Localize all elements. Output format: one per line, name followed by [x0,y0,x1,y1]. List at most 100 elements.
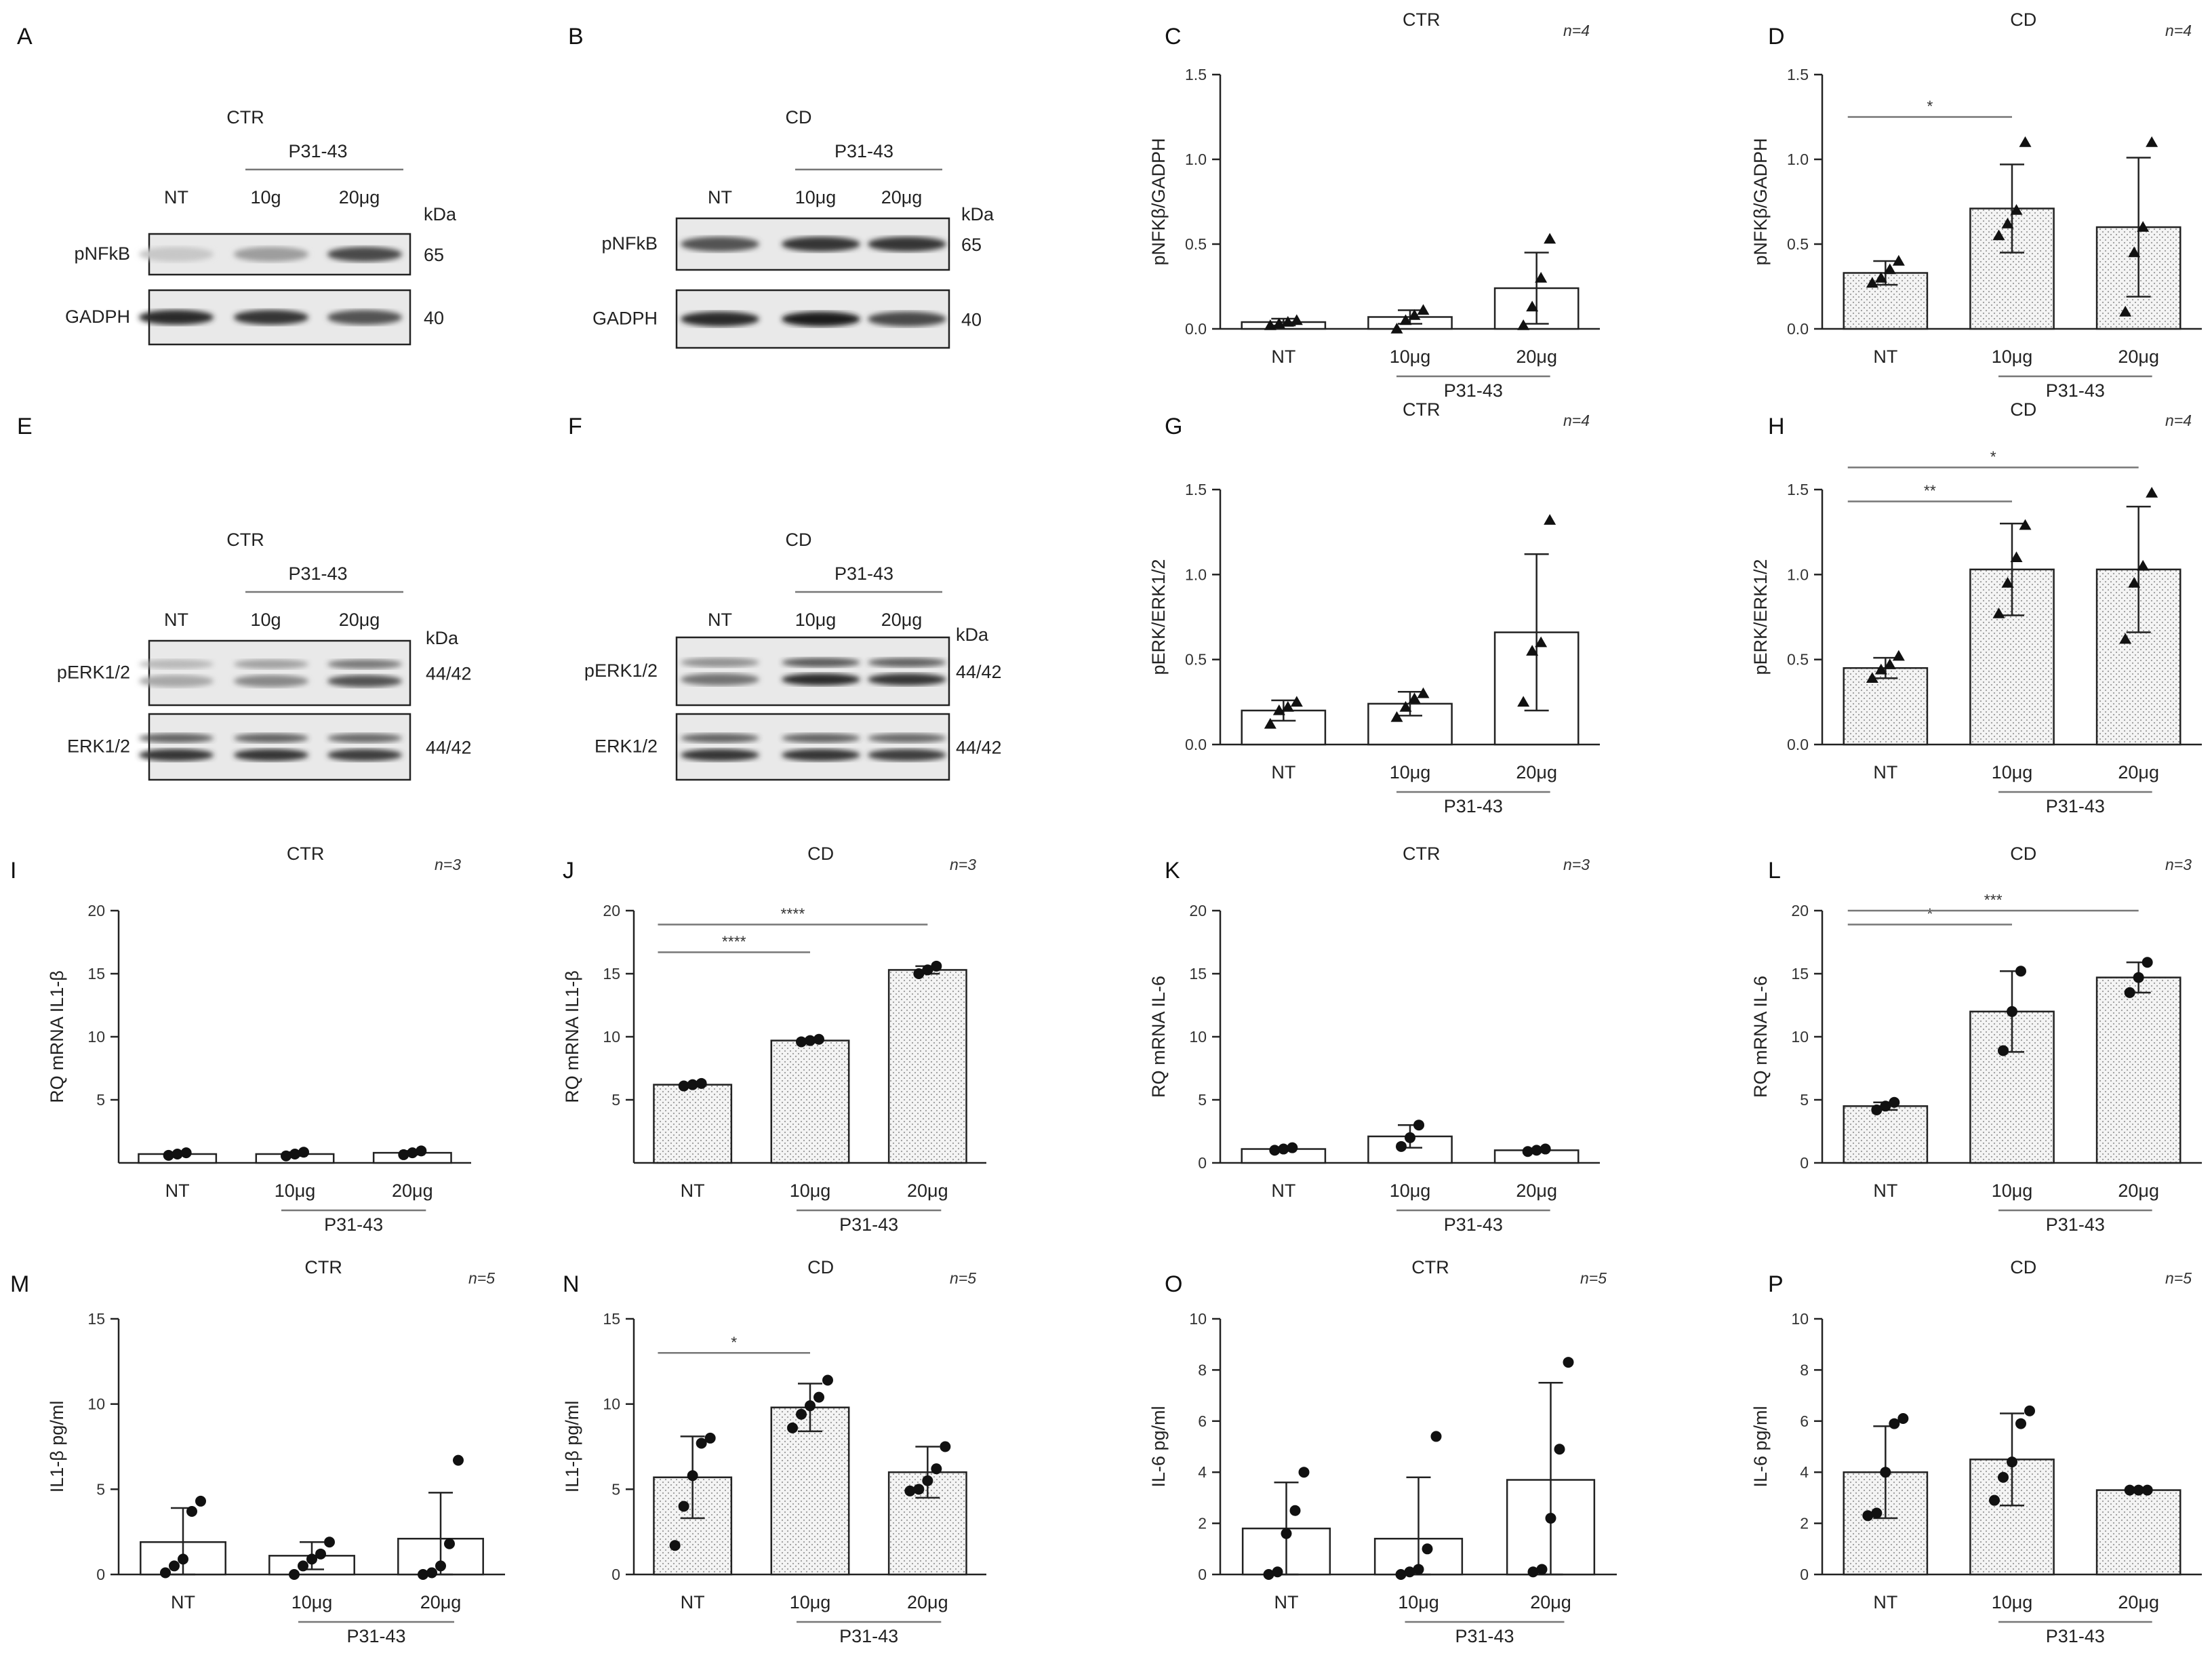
data-point [2137,559,2150,571]
data-point [940,1441,951,1452]
protein-band [868,311,946,327]
y-tick-label: 0.0 [1185,320,1207,338]
bar [1843,1105,1929,1164]
data-point [1998,1471,2009,1483]
y-tick-label: 6 [1198,1412,1207,1430]
blot-lane-label: 20μg [881,187,923,207]
significance-label: * [1927,905,1933,922]
group-label: P31-43 [839,1626,898,1646]
y-tick-label: 0.5 [1185,651,1207,669]
y-tick-label: 5 [96,1091,105,1109]
data-point [435,1560,446,1572]
data-point [1263,1569,1274,1580]
chart-title: CTR [1403,9,1441,30]
data-point [2128,576,2141,588]
y-tick-label: 0.0 [1185,736,1207,753]
data-point [1395,1569,1407,1580]
data-point [1390,323,1403,334]
data-point [1544,514,1556,525]
data-point [1264,319,1276,330]
y-tick-label: 0 [1198,1154,1207,1172]
data-point [172,1148,183,1159]
y-tick-label: 20 [1791,902,1809,919]
kda-label: kDa [956,624,989,645]
blot-lane-label: 20μg [881,610,923,630]
data-point [281,1150,291,1162]
significance-label: **** [722,932,746,950]
data-point [805,1035,816,1046]
bar-charts: C CTR n=4 0.0 0.5 1.0 1.5 pNFKβ/GADPH NT 10μg 20μg… [10,9,2202,1646]
protein-band [868,237,946,252]
x-tick-label: NT [165,1181,190,1201]
significance-label: * [731,1333,737,1351]
chart-panel-m: M CTR n=5 0 5 10 15 IL1-β pg/ml NT 10μg 20μg P31-43 [10,1257,505,1646]
protein-band [327,675,403,688]
bar [1843,667,1929,746]
data-point [1413,1119,1424,1131]
data-point [1517,319,1530,330]
data-point [1889,1096,1900,1108]
x-tick-label: 10μg [790,1592,831,1612]
group-label: P31-43 [2046,380,2105,401]
y-axis-label: pERK/ERK1/2 [1148,559,1169,675]
chart-title: CD [807,844,834,864]
significance-label: *** [1984,891,2003,909]
data-point [696,1077,707,1089]
protein-band [327,749,403,761]
data-point [678,1080,689,1092]
group-label: P31-43 [1455,1626,1514,1646]
y-tick-label: 10 [603,1028,620,1046]
group-label: P31-43 [2046,1214,2105,1235]
group-label: P31-43 [2046,1626,2105,1646]
blot-row-label: GADPH [592,309,658,329]
kda-label: kDa [961,204,994,224]
y-tick-label: 1.5 [1787,481,1809,498]
data-point [2141,957,2153,968]
data-point [315,1548,326,1560]
data-point [2128,246,2141,258]
panel-label: N [563,1271,580,1297]
y-tick-label: 8 [1800,1361,1809,1379]
sample-size-label: n=3 [2165,856,2192,873]
data-point [444,1538,455,1549]
data-point [2010,204,2023,215]
x-tick-label: NT [1873,1181,1897,1201]
data-point [180,1147,192,1159]
data-point [1526,645,1539,656]
data-point [1522,1146,1533,1157]
blot-lane-label: NT [708,187,732,207]
y-tick-label: 1.0 [1787,151,1809,168]
y-axis-label: IL1-β pg/ml [47,1401,67,1493]
data-point [1874,663,1887,675]
significance-label: ** [1924,482,1936,500]
panel-label: M [10,1271,29,1297]
x-tick-label: NT [1274,1592,1299,1612]
data-point [160,1567,171,1579]
data-point [1892,650,1905,661]
protein-band [327,659,403,669]
blot-mw-label: 44/42 [426,664,472,684]
x-tick-label: 10μg [1390,762,1431,782]
chart-panel-c: C CTR n=4 0.0 0.5 1.0 1.5 pNFKβ/GADPH NT 10μg 20μg… [1148,9,1600,401]
protein-band [233,247,309,262]
blot-frame [675,636,950,707]
chart-title: CTR [287,844,325,864]
panel-label: A [17,24,33,49]
protein-band [782,673,860,686]
y-tick-label: 1.5 [1185,66,1207,83]
blot-panel-a: A CTR P31-43 NT 10g 20μg kDa pNFkB 65 GADPH 40 [17,24,457,346]
blot-lane-label: 20μg [339,610,380,630]
blot-row-erk12: ERK1/2 44/42 [595,713,1002,781]
data-point [2133,1484,2144,1496]
data-point [696,1437,707,1449]
protein-band [782,658,860,667]
blot-row-erk12: ERK1/2 44/42 [67,713,472,781]
data-point [1287,1142,1298,1153]
x-tick-label: NT [1873,1592,1897,1612]
blot-panel-b: B CD P31-43 NT 10μg 20μg kDa pNFkB 65 GADPH 40 [568,24,994,349]
protein-band [868,658,946,667]
data-point [1417,687,1430,698]
x-tick-label: NT [681,1592,705,1612]
chart-panel-j: J CD n=3 5 10 15 20 RQ mRNA IL1-β NT 10μg 20μg P31-… [562,844,986,1235]
protein-band [782,749,860,761]
